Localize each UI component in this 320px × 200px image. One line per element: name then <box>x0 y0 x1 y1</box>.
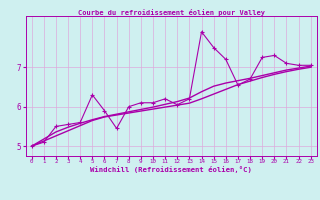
Title: Courbe du refroidissement éolien pour Valley: Courbe du refroidissement éolien pour Va… <box>78 9 265 16</box>
X-axis label: Windchill (Refroidissement éolien,°C): Windchill (Refroidissement éolien,°C) <box>90 166 252 173</box>
